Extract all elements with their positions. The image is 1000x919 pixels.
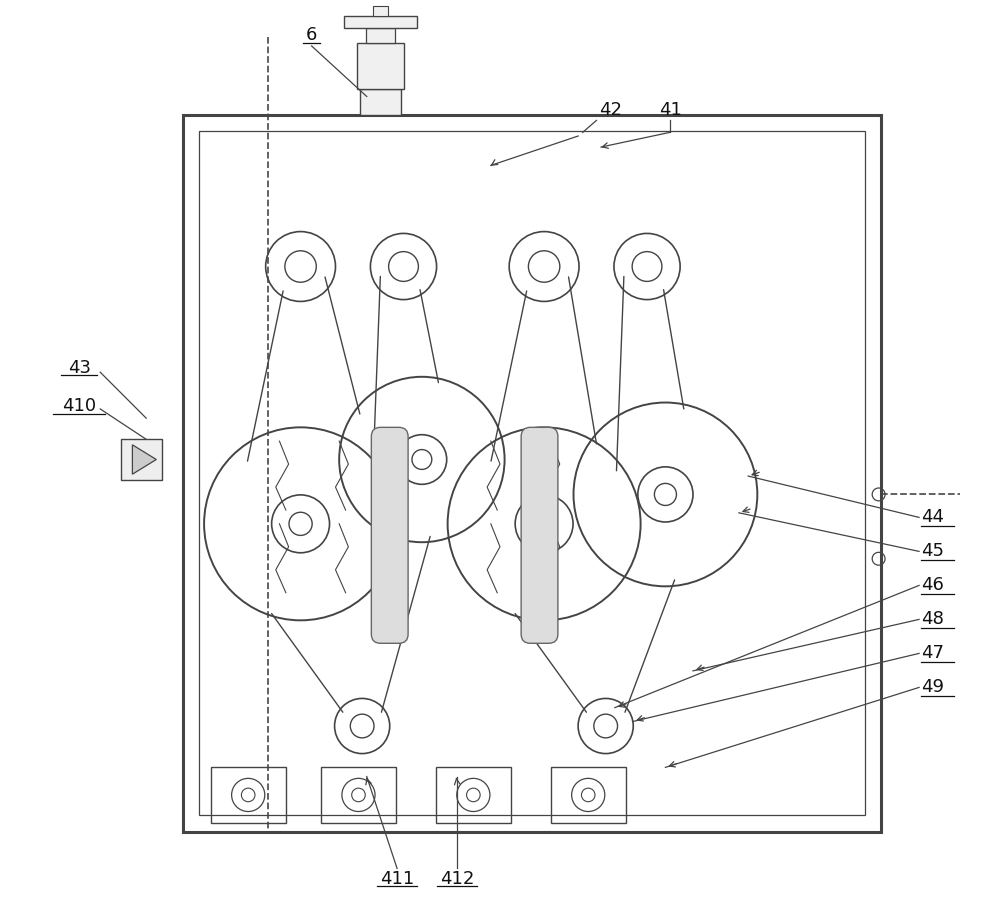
Bar (551, 767, 626, 823)
Text: 45: 45 (921, 542, 944, 561)
Bar (121, 439, 162, 480)
Text: 43: 43 (68, 358, 91, 377)
Bar (373, 6, 388, 16)
Text: 410: 410 (62, 397, 96, 415)
Text: 412: 412 (440, 869, 474, 888)
Text: 49: 49 (921, 678, 944, 697)
Text: 41: 41 (659, 101, 681, 119)
Bar (199, 131, 865, 815)
Text: 44: 44 (921, 508, 944, 527)
Text: 48: 48 (921, 610, 944, 629)
Bar (436, 767, 511, 823)
Polygon shape (132, 445, 156, 474)
Bar (344, 16, 417, 28)
Text: 46: 46 (921, 576, 944, 595)
FancyBboxPatch shape (371, 427, 408, 643)
FancyBboxPatch shape (521, 427, 558, 643)
Bar (183, 115, 881, 832)
Bar (321, 767, 396, 823)
Text: 6: 6 (306, 26, 317, 44)
Text: 47: 47 (921, 644, 944, 663)
Text: 411: 411 (380, 869, 414, 888)
Bar (211, 767, 286, 823)
Bar (360, 89, 401, 115)
Bar (357, 43, 404, 89)
Text: 42: 42 (599, 101, 622, 119)
Bar (366, 28, 395, 43)
